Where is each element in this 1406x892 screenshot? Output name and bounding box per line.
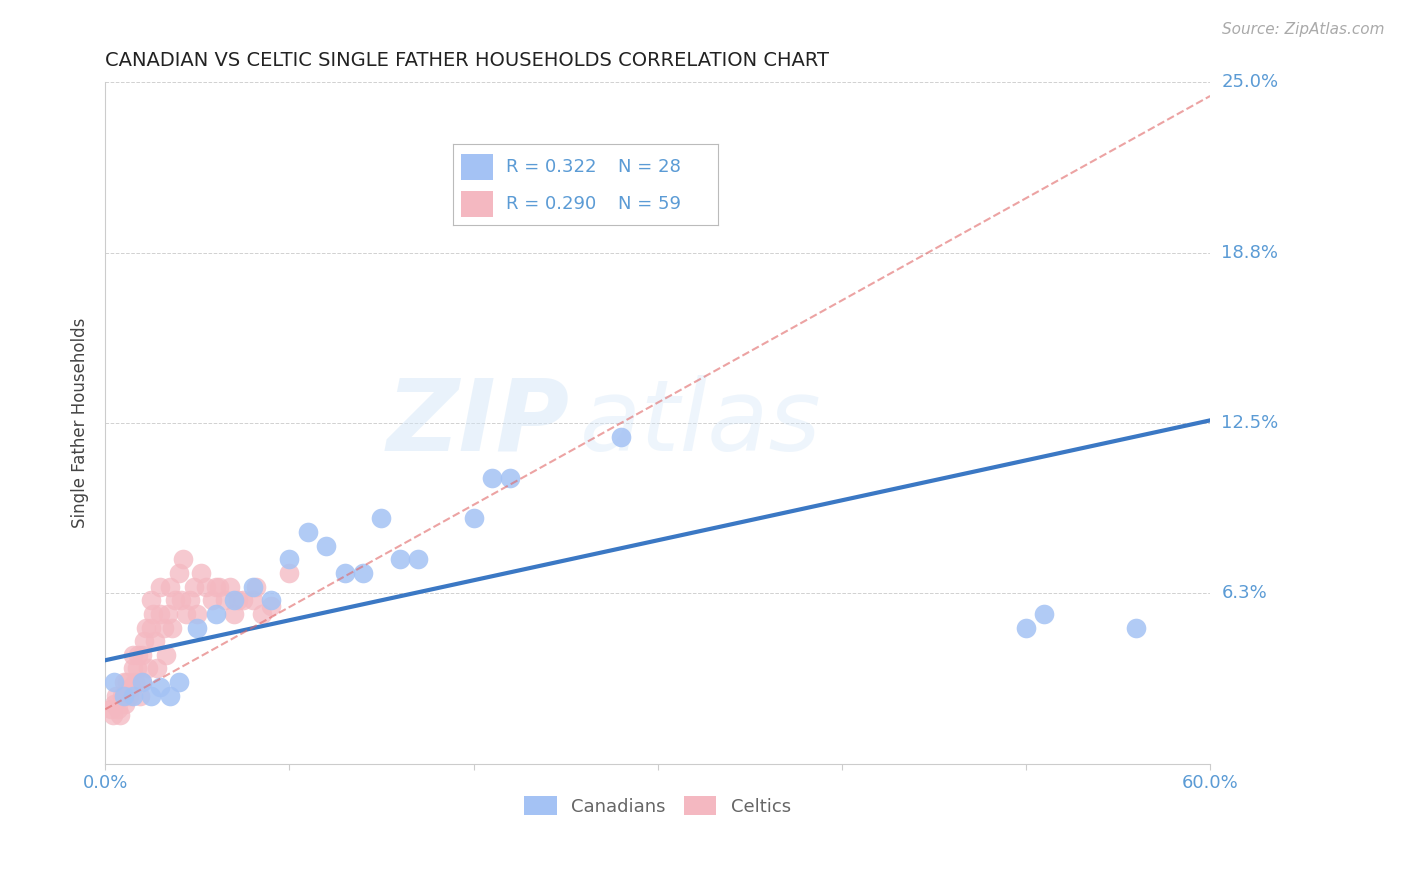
Point xyxy=(297,525,319,540)
Point xyxy=(481,470,503,484)
Point xyxy=(174,607,197,621)
Point xyxy=(124,675,146,690)
Point xyxy=(260,593,283,607)
Point xyxy=(214,593,236,607)
Point xyxy=(141,593,163,607)
Point xyxy=(242,580,264,594)
Text: ZIP: ZIP xyxy=(387,375,569,472)
Point xyxy=(1033,607,1056,621)
Point xyxy=(167,566,190,580)
Point xyxy=(117,675,139,690)
Point xyxy=(208,580,231,594)
Point xyxy=(129,689,152,703)
Point xyxy=(195,580,218,594)
Point xyxy=(245,580,267,594)
Point xyxy=(219,580,242,594)
Text: atlas: atlas xyxy=(581,375,823,472)
Point xyxy=(114,697,136,711)
Point xyxy=(103,697,125,711)
Point xyxy=(156,607,179,621)
Point xyxy=(186,607,208,621)
Point xyxy=(108,707,131,722)
Point xyxy=(135,621,157,635)
Text: 6.3%: 6.3% xyxy=(1222,584,1267,602)
Point xyxy=(149,580,172,594)
Point xyxy=(146,661,169,675)
Point xyxy=(370,511,392,525)
Point xyxy=(149,681,172,695)
Point xyxy=(388,552,411,566)
Point xyxy=(165,593,187,607)
Point xyxy=(105,689,128,703)
Point xyxy=(224,593,246,607)
Point xyxy=(610,430,633,444)
Point xyxy=(121,661,143,675)
Point xyxy=(242,593,264,607)
Point xyxy=(153,621,176,635)
Point xyxy=(112,675,135,690)
Point xyxy=(1125,621,1147,635)
Point xyxy=(112,689,135,703)
Point xyxy=(160,621,183,635)
Point xyxy=(315,539,337,553)
Point xyxy=(170,593,193,607)
Point xyxy=(121,648,143,662)
Text: 25.0%: 25.0% xyxy=(1222,73,1278,91)
Point xyxy=(120,681,142,695)
Point xyxy=(112,689,135,703)
Point xyxy=(149,607,172,621)
Legend: Canadians, Celtics: Canadians, Celtics xyxy=(517,789,799,823)
Point xyxy=(111,689,134,703)
Point xyxy=(100,702,122,716)
Point xyxy=(131,648,153,662)
Point xyxy=(159,689,181,703)
Point xyxy=(136,661,159,675)
Point xyxy=(226,593,249,607)
Point xyxy=(101,707,124,722)
Text: 12.5%: 12.5% xyxy=(1222,414,1278,432)
Point xyxy=(463,511,485,525)
Point xyxy=(278,566,301,580)
Point xyxy=(260,599,283,613)
Point xyxy=(142,607,165,621)
Point xyxy=(131,675,153,690)
Point xyxy=(224,607,246,621)
Point xyxy=(172,552,194,566)
Point xyxy=(204,580,226,594)
Point xyxy=(499,470,522,484)
Point xyxy=(352,566,374,580)
Point xyxy=(167,675,190,690)
Point xyxy=(131,675,153,690)
Point xyxy=(155,648,177,662)
Point xyxy=(1015,621,1038,635)
Point xyxy=(333,566,356,580)
Point xyxy=(121,689,143,703)
Point xyxy=(250,607,273,621)
Point xyxy=(179,593,201,607)
Point xyxy=(186,621,208,635)
Point xyxy=(118,689,141,703)
Point xyxy=(232,593,254,607)
Point xyxy=(204,607,226,621)
Point xyxy=(125,661,148,675)
Point xyxy=(107,702,129,716)
Point xyxy=(406,552,429,566)
Point xyxy=(190,566,212,580)
Point xyxy=(278,552,301,566)
Point xyxy=(159,580,181,594)
Point xyxy=(132,634,155,648)
Point xyxy=(141,689,163,703)
Point xyxy=(141,621,163,635)
Text: 18.8%: 18.8% xyxy=(1222,244,1278,261)
Y-axis label: Single Father Households: Single Father Households xyxy=(72,318,89,528)
Point xyxy=(143,634,166,648)
Point xyxy=(201,593,224,607)
Text: CANADIAN VS CELTIC SINGLE FATHER HOUSEHOLDS CORRELATION CHART: CANADIAN VS CELTIC SINGLE FATHER HOUSEHO… xyxy=(105,51,830,70)
Point xyxy=(127,648,149,662)
Point xyxy=(183,580,205,594)
Text: Source: ZipAtlas.com: Source: ZipAtlas.com xyxy=(1222,22,1385,37)
Point xyxy=(103,675,125,690)
